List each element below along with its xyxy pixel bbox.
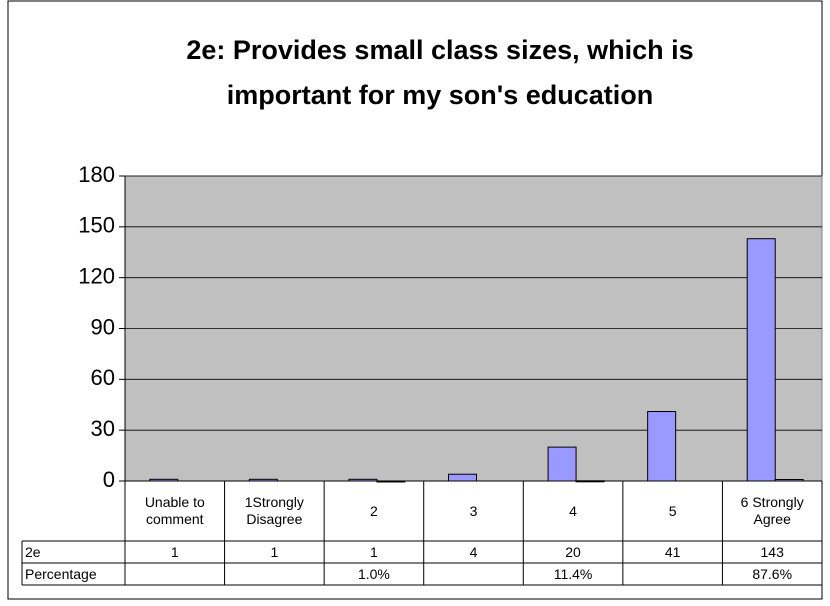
category-label-text: 6 Strongly Agree: [740, 494, 804, 527]
y-tick-label: 120: [78, 263, 115, 288]
category-label-text: Unable to comment: [144, 494, 205, 527]
data-label: 1: [370, 543, 378, 560]
data-label: 143: [760, 543, 784, 560]
y-tick-label: 60: [91, 365, 115, 390]
legend-entry: Percentage: [25, 565, 97, 582]
title-box: 2e: Provides small class sizes, which is…: [186, 35, 694, 110]
category-label: 2: [324, 481, 424, 541]
bar: [647, 411, 677, 482]
category-label: 3: [424, 481, 524, 541]
category-label: 1Strongly Disagree: [225, 481, 325, 541]
bar: [547, 446, 577, 482]
bar: [746, 238, 776, 482]
data-label: 4: [469, 543, 478, 560]
y-tick-label: 150: [78, 213, 115, 238]
data-label: 20: [565, 543, 581, 560]
data-label: 1: [170, 543, 179, 560]
category-label-text: 3: [469, 502, 478, 519]
category-label-text: 2: [370, 502, 378, 519]
category-label: 4: [523, 481, 623, 541]
data-label: 1.0%: [357, 565, 390, 582]
y-tick-label: 30: [91, 416, 115, 441]
data-label: 87.6%: [752, 565, 793, 582]
category-label: Unable to comment: [125, 481, 225, 541]
category-label-text: 1Strongly Disagree: [244, 494, 304, 527]
data-label: 41: [664, 543, 681, 560]
y-tick-label: 0: [103, 467, 115, 492]
y-tick-label: 180: [78, 162, 115, 187]
bar: [448, 473, 477, 482]
category-label-text: 4: [569, 502, 577, 519]
category-label: 6 Strongly Agree: [722, 481, 822, 541]
category-label-text: 5: [668, 502, 677, 519]
chart-title: 2e: Provides small class sizes, which is…: [186, 35, 694, 110]
data-label: 1: [270, 543, 279, 560]
legend-entry: 2e: [25, 543, 41, 560]
data-label: 11.4%: [553, 565, 593, 582]
category-label: 5: [623, 481, 723, 541]
y-tick-label: 90: [91, 314, 115, 339]
